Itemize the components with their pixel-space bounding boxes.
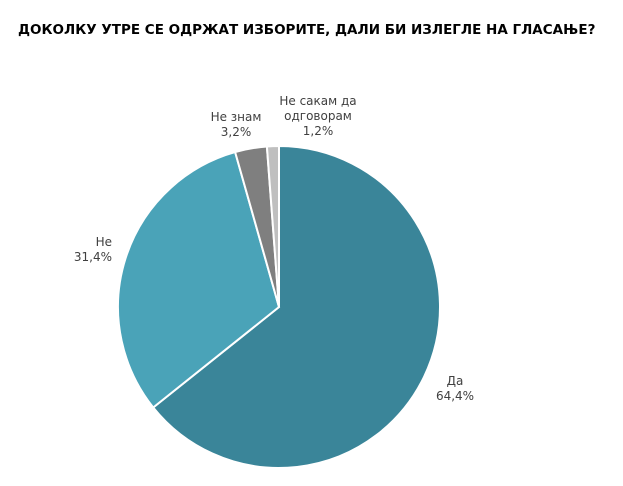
slice-value: 31,4%	[73, 250, 112, 264]
slice-value: 1,2%	[302, 124, 334, 138]
pie-slice	[265, 144, 280, 308]
slice-value: 64,4%	[435, 389, 475, 403]
slice-name: Не	[95, 235, 112, 249]
slice-label: Да 64,4%	[425, 374, 485, 404]
slice-value: 3,2%	[220, 125, 252, 139]
pie-slice	[151, 144, 441, 469]
slice-name: Не знам	[210, 110, 262, 124]
slice-label: Не знам 3,2%	[198, 110, 274, 140]
slice-label: Не 31,4%	[52, 235, 112, 265]
slice-label: Не сакам да одговорам 1,2%	[266, 94, 370, 139]
pie-slice	[117, 150, 281, 409]
slice-name: Да	[446, 374, 464, 388]
slice-name: Не сакам да одговорам	[279, 94, 357, 123]
chart-title: ДОКОЛКУ УТРЕ СЕ ОДРЖАТ ИЗБОРИТЕ, ДАЛИ БИ…	[18, 22, 596, 38]
